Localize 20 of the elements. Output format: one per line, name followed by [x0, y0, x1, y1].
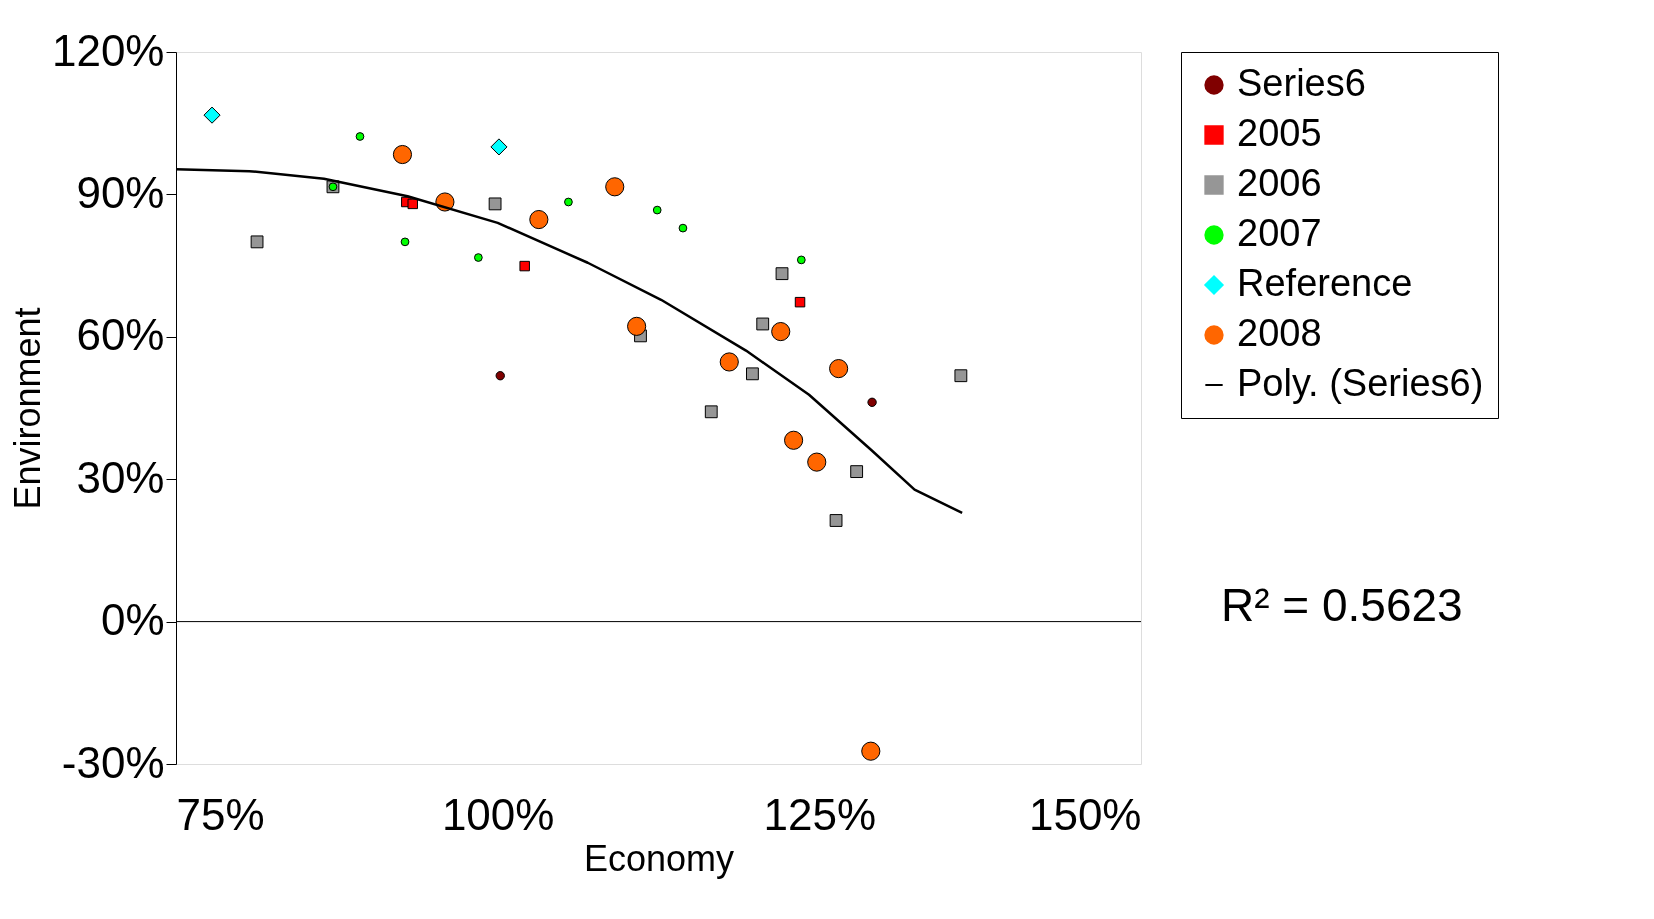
x-tick-label: 125% — [763, 789, 877, 839]
y-tick-label: 60% — [76, 310, 165, 360]
legend-label: 2005 — [1237, 112, 1322, 154]
legend-label: Reference — [1237, 262, 1413, 304]
text: R² = 0.5623 — [1221, 579, 1463, 632]
y-tick-label: -30% — [61, 737, 165, 787]
y-tick-label: 90% — [76, 167, 165, 217]
legend-label: 2008 — [1237, 312, 1322, 354]
y-tick-label: 30% — [76, 452, 165, 502]
x-tick-label: 150% — [1028, 789, 1142, 839]
y-axis-title: Environment — [6, 307, 48, 510]
y-tick-label: 0% — [100, 595, 165, 645]
y-tick-label: 120% — [51, 25, 165, 75]
x-tick-label: 75% — [176, 789, 265, 839]
x-tick-label: 100% — [441, 789, 555, 839]
legend-label: 2006 — [1237, 162, 1322, 204]
legend-label: Series6 — [1237, 62, 1366, 104]
legend-label: 2007 — [1237, 212, 1322, 254]
legend-label: Poly. (Series6) — [1237, 362, 1484, 404]
x-axis-title: Economy — [583, 837, 735, 879]
